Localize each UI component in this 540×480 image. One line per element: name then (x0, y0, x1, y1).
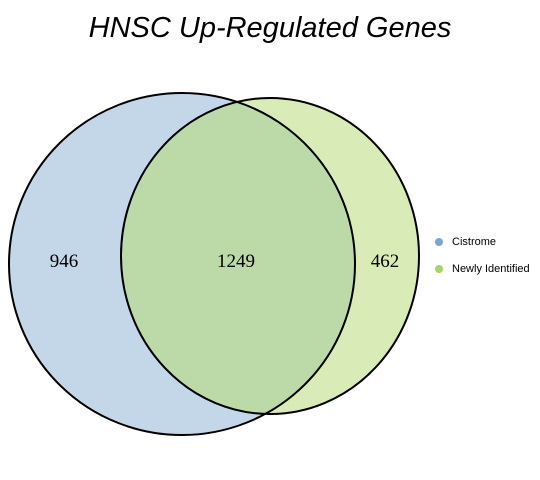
legend-swatch-newly-identified (435, 265, 443, 273)
legend: Cistrome Newly Identified (435, 235, 530, 289)
diagram-title: HNSC Up-Regulated Genes (88, 12, 452, 44)
legend-item-cistrome: Cistrome (435, 235, 530, 249)
count-both: 1249 (217, 251, 255, 272)
count-cistrome-only: 946 (50, 251, 79, 272)
cistrome-circle-outline (8, 92, 356, 436)
legend-swatch-cistrome (435, 238, 443, 246)
legend-label-newly-identified: Newly Identified (452, 263, 530, 275)
newly-identified-circle-outline (120, 97, 420, 415)
legend-item-newly-identified: Newly Identified (435, 262, 530, 276)
legend-label-cistrome: Cistrome (452, 236, 497, 248)
count-newly-identified-only: 462 (371, 251, 400, 272)
